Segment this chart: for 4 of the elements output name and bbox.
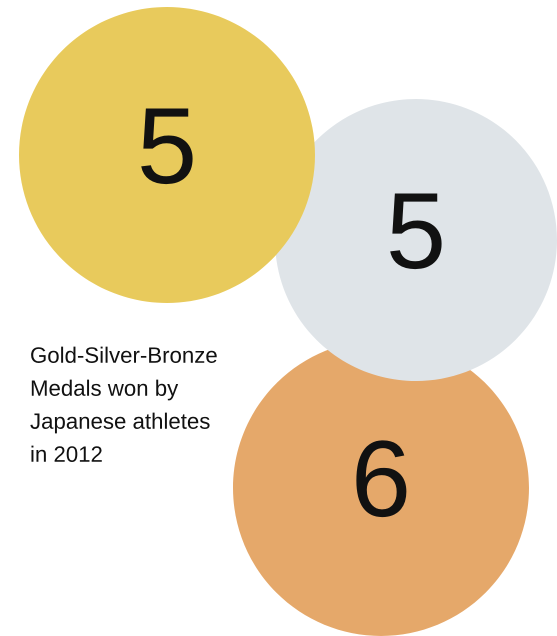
data-label: 6 [356,440,406,518]
data-label: 5 [141,108,193,184]
text: Gold-Silver-Bronze Medals won by Japanese athletes in 2012 [30,346,217,462]
data-label: 5 [390,193,442,270]
